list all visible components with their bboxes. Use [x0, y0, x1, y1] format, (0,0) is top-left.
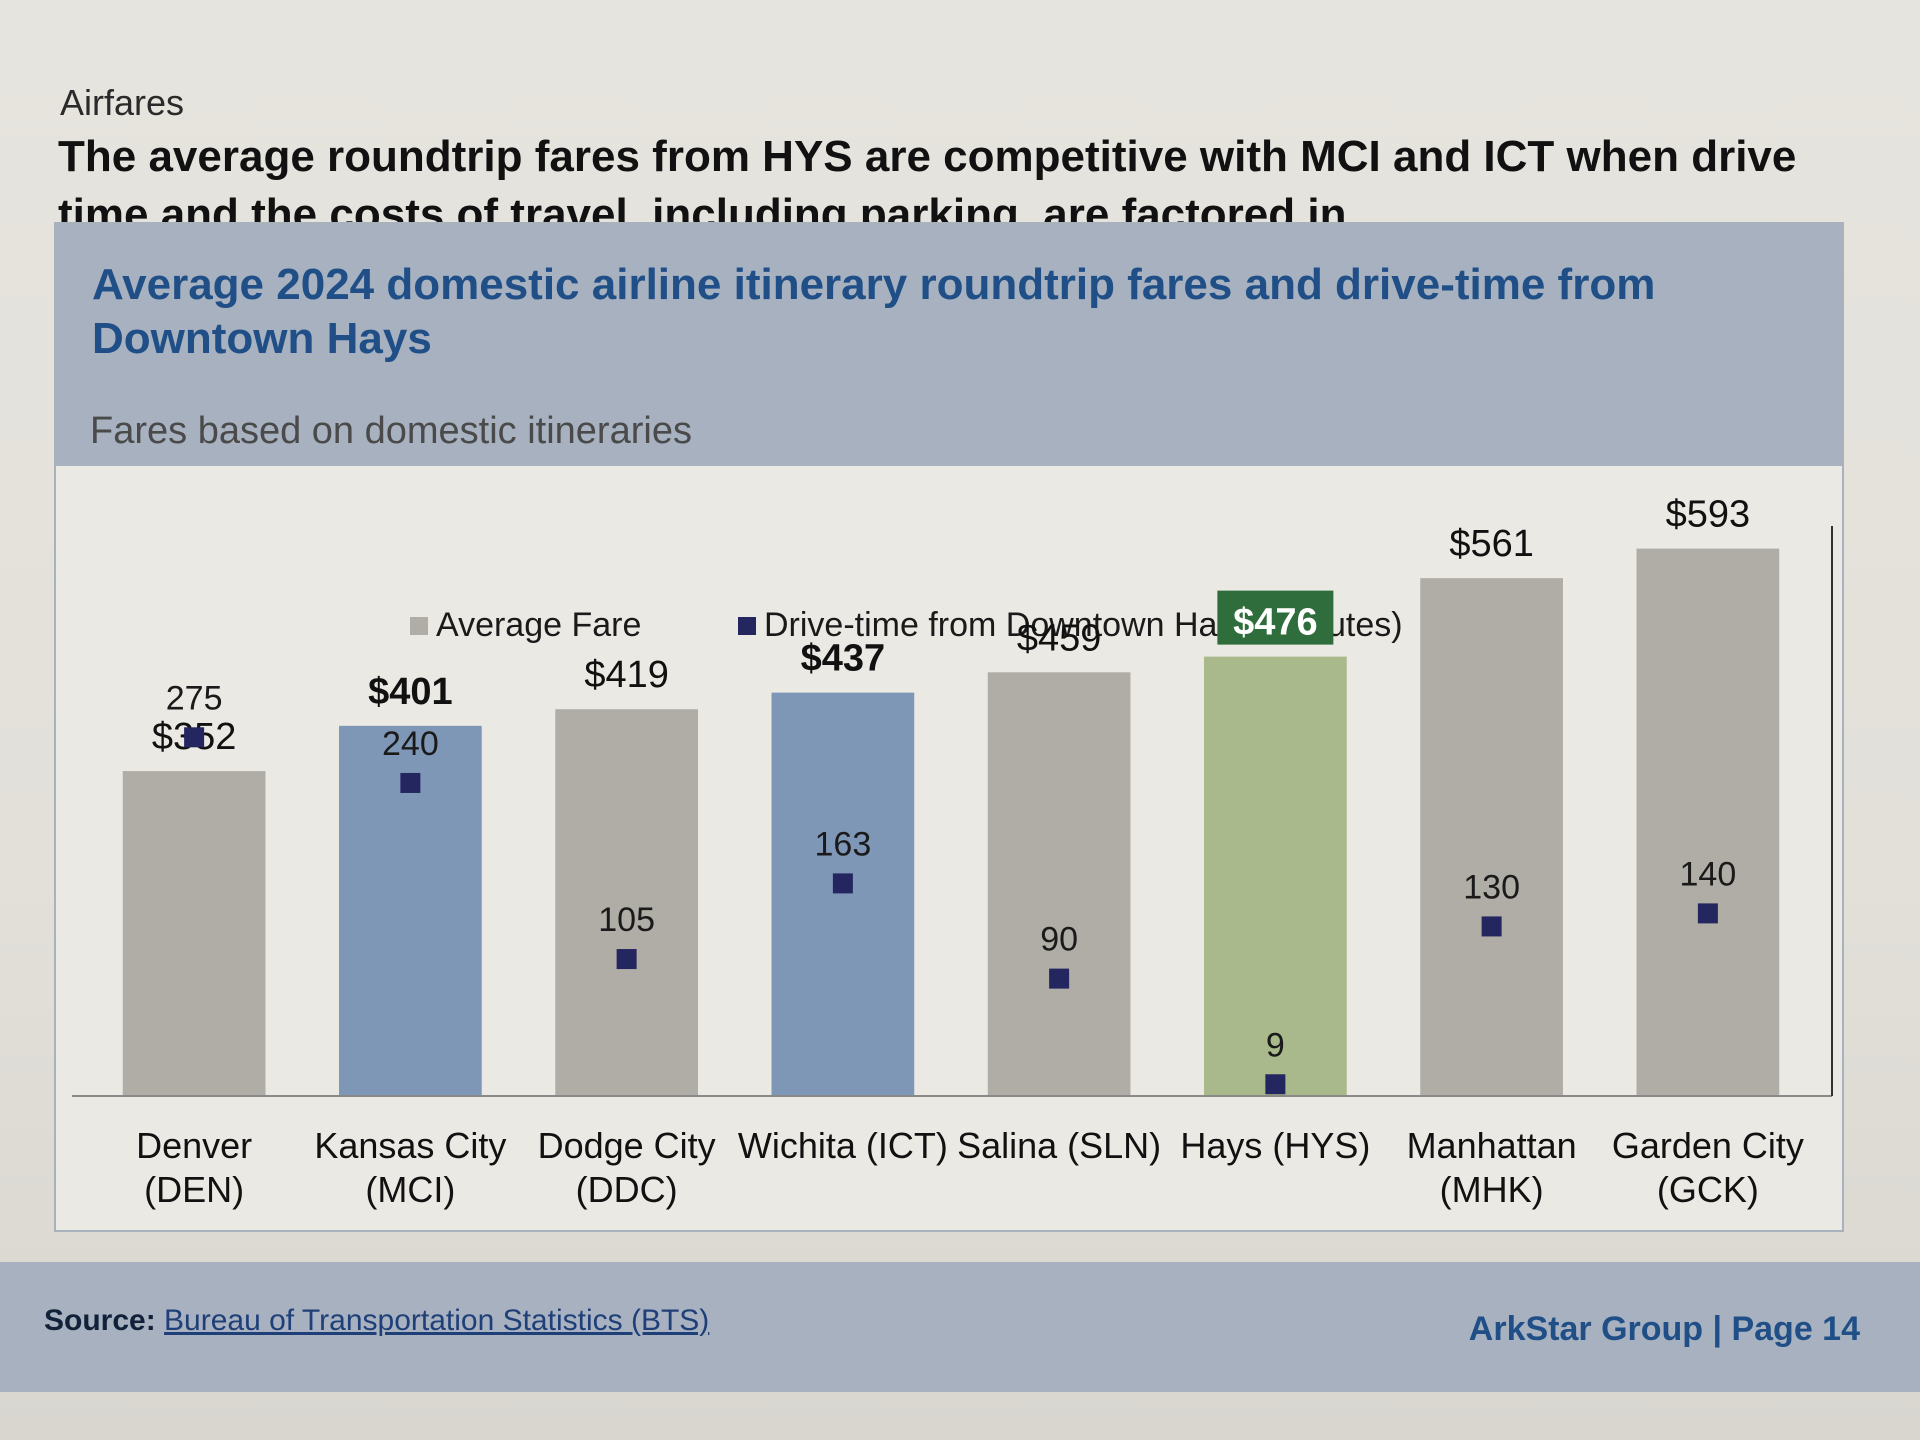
fare-bar — [987, 672, 1131, 1096]
drive-time-label: 130 — [1463, 868, 1520, 906]
drive-time-marker — [1265, 1074, 1286, 1095]
chart-subtitle: Fares based on domestic itineraries — [90, 410, 692, 452]
category-label: Manhattan — [1407, 1125, 1577, 1166]
drive-time-label: 105 — [598, 901, 655, 939]
headline: The average roundtrip fares from HYS are… — [58, 132, 1797, 239]
category-label: Hays (HYS) — [1180, 1125, 1370, 1166]
category-label: Kansas City — [314, 1125, 506, 1166]
section-label: Airfares — [60, 82, 185, 123]
drive-time-marker — [616, 949, 637, 970]
drive-time-label: 140 — [1680, 855, 1737, 893]
category-label: Denver — [136, 1125, 252, 1166]
drive-time-label: 163 — [815, 825, 872, 863]
drive-time-marker — [1481, 916, 1502, 937]
category-label-code: (GCK) — [1657, 1169, 1759, 1210]
fare-label-badge — [1217, 590, 1334, 645]
source-label: Source: — [44, 1304, 156, 1337]
category-label: Salina (SLN) — [957, 1125, 1161, 1166]
fare-label: $401 — [368, 671, 453, 713]
category-label: Wichita (ICT) — [738, 1125, 948, 1166]
drive-time-label: 9 — [1266, 1026, 1285, 1064]
fare-bar — [555, 709, 698, 1096]
bar-chart: Average Fare Drive-time from Downtown Hay… — [72, 494, 1833, 1210]
drive-time-label: 240 — [382, 725, 439, 763]
category-label-code: (MHK) — [1440, 1169, 1544, 1210]
drive-time-marker — [1049, 968, 1070, 989]
fare-label: $476 — [1233, 602, 1318, 644]
source-note: Source: Bureau of Transportation Statist… — [44, 1304, 709, 1338]
category-label-code: (DEN) — [144, 1169, 244, 1210]
legend-label-average-fare: Average Fare — [436, 606, 641, 644]
fare-bar — [1204, 656, 1347, 1096]
brand-page-number: ArkStar Group | Page 14 — [1468, 1310, 1860, 1348]
fare-label: $459 — [1017, 617, 1102, 659]
category-label: Garden City — [1612, 1125, 1804, 1166]
chart-frame: Average 2024 domestic airline itinerary … — [54, 222, 1844, 1232]
chart-header: Average 2024 domestic airline itinerary … — [56, 224, 1842, 466]
fare-label: $437 — [801, 638, 886, 680]
fare-label: $593 — [1666, 494, 1751, 536]
fare-label: $419 — [584, 654, 669, 696]
legend-swatch-average-fare — [410, 617, 428, 635]
fare-bar — [771, 692, 915, 1096]
drive-time-marker — [184, 727, 205, 748]
drive-time-label: 275 — [166, 679, 223, 717]
fare-bar — [122, 771, 266, 1096]
category-label-code: (DDC) — [576, 1169, 678, 1210]
fare-bar — [1420, 578, 1563, 1096]
category-label: Dodge City — [538, 1125, 716, 1166]
source-link[interactable]: Bureau of Transportation Statistics (BTS… — [164, 1304, 710, 1337]
fare-label: $561 — [1449, 523, 1534, 565]
drive-time-marker — [400, 772, 421, 793]
legend-swatch-drive-time — [738, 617, 756, 635]
footer: Source: Bureau of Transportation Statist… — [0, 1262, 1920, 1392]
drive-time-label: 90 — [1040, 921, 1078, 959]
chart-title: Average 2024 domestic airline itinerary … — [92, 260, 1656, 363]
category-label-code: (MCI) — [365, 1169, 455, 1210]
fare-bar — [1636, 548, 1780, 1096]
drive-time-marker — [1697, 903, 1718, 924]
drive-time-marker — [832, 873, 853, 894]
